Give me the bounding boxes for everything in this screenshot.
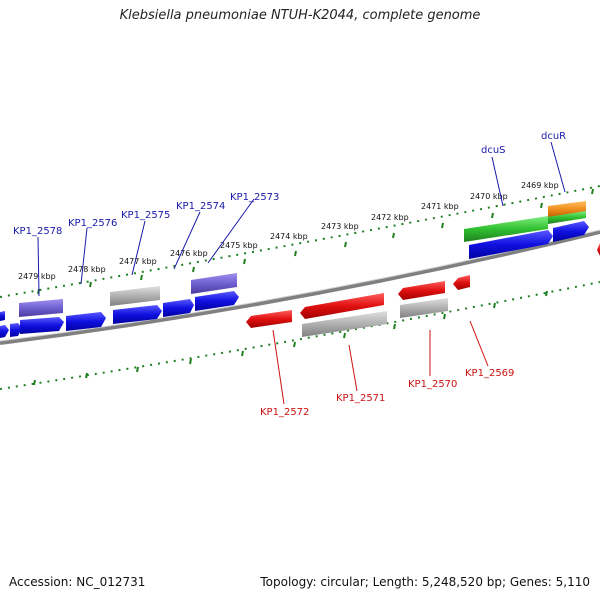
kbp-label: 2477 kbp bbox=[119, 257, 157, 266]
gene-label-kp1-2574[interactable]: KP1_2574 bbox=[176, 201, 225, 212]
gene-label-kp1-2576[interactable]: KP1_2576 bbox=[68, 218, 117, 229]
gene-label-kp1-2572[interactable]: KP1_2572 bbox=[260, 407, 309, 418]
gene-feature[interactable] bbox=[66, 312, 106, 331]
gene-feature[interactable] bbox=[110, 286, 160, 306]
gene-label-dcus[interactable]: dcuS bbox=[481, 145, 506, 156]
reverse-gene-label-texts: KP1_2572 KP1_2571 KP1_2570 KP1_2569 bbox=[260, 368, 514, 418]
kbp-label: 2469 kbp bbox=[521, 181, 559, 190]
reverse-gene-labels bbox=[272, 320, 489, 405]
gene-feature[interactable] bbox=[548, 211, 586, 224]
gene-feature[interactable] bbox=[302, 311, 387, 337]
kbp-label: 2473 kbp bbox=[321, 222, 359, 231]
forward-gene-label-texts: KP1_2578 KP1_2576 KP1_2575 KP1_2574 KP1_… bbox=[13, 131, 566, 237]
gene-feature[interactable] bbox=[553, 221, 589, 242]
gene-feature[interactable] bbox=[113, 305, 162, 324]
gene-label-kp1-2571[interactable]: KP1_2571 bbox=[336, 393, 385, 404]
genome-title: Klebsiella pneumoniae NTUH-K2044, comple… bbox=[119, 8, 481, 23]
gene-feature[interactable] bbox=[400, 298, 448, 318]
gene-label-kp1-2569[interactable]: KP1_2569 bbox=[465, 368, 514, 379]
kbp-label: 2470 kbp bbox=[470, 192, 508, 201]
gene-feature[interactable] bbox=[398, 281, 445, 300]
gene-label-kp1-2578[interactable]: KP1_2578 bbox=[13, 226, 62, 237]
gene-feature[interactable] bbox=[163, 299, 194, 317]
kbp-labels: 2479 kbp 2478 kbp 2477 kbp 2476 kbp 2475… bbox=[18, 181, 559, 281]
kbp-label: 2471 kbp bbox=[421, 202, 459, 211]
gene-label-kp1-2575[interactable]: KP1_2575 bbox=[121, 210, 170, 221]
reverse-genes bbox=[246, 243, 600, 337]
gene-feature[interactable] bbox=[191, 273, 237, 294]
kbp-label: 2478 kbp bbox=[68, 265, 106, 274]
genome-stats-text: Topology: circular; Length: 5,248,520 bp… bbox=[260, 575, 590, 589]
gene-label-dcur[interactable]: dcuR bbox=[541, 131, 566, 142]
gene-label-kp1-2570[interactable]: KP1_2570 bbox=[408, 379, 457, 390]
kbp-label: 2472 kbp bbox=[371, 213, 409, 222]
kbp-label: 2479 kbp bbox=[18, 272, 56, 281]
forward-genes-upper-row bbox=[19, 201, 586, 317]
gene-feature[interactable] bbox=[469, 230, 553, 259]
genome-backbone bbox=[0, 230, 600, 345]
kbp-label: 2476 kbp bbox=[170, 249, 208, 258]
gene-feature[interactable] bbox=[195, 291, 239, 311]
forward-genes-lower-row bbox=[0, 221, 589, 338]
gene-feature[interactable] bbox=[19, 299, 63, 317]
gene-feature[interactable] bbox=[464, 216, 548, 242]
lower-ruler-ticks bbox=[33, 290, 548, 386]
forward-gene-labels bbox=[37, 141, 566, 297]
upper-ruler-ticks bbox=[37, 188, 594, 295]
lower-ruler-line bbox=[0, 281, 600, 390]
gene-feature[interactable] bbox=[597, 243, 600, 256]
upper-ruler-line bbox=[0, 185, 600, 298]
gene-feature[interactable] bbox=[20, 317, 64, 334]
accession-text: Accession: NC_012731 bbox=[9, 575, 146, 589]
gene-feature[interactable] bbox=[300, 293, 384, 319]
kbp-label: 2475 kbp bbox=[220, 241, 258, 250]
kbp-label: 2474 kbp bbox=[270, 232, 308, 241]
gene-feature[interactable] bbox=[453, 275, 470, 290]
gene-feature[interactable] bbox=[10, 323, 22, 337]
gene-label-kp1-2573[interactable]: KP1_2573 bbox=[230, 192, 279, 203]
gene-feature[interactable] bbox=[246, 310, 292, 328]
gene-feature[interactable] bbox=[0, 325, 9, 338]
gene-feature[interactable] bbox=[0, 311, 5, 321]
